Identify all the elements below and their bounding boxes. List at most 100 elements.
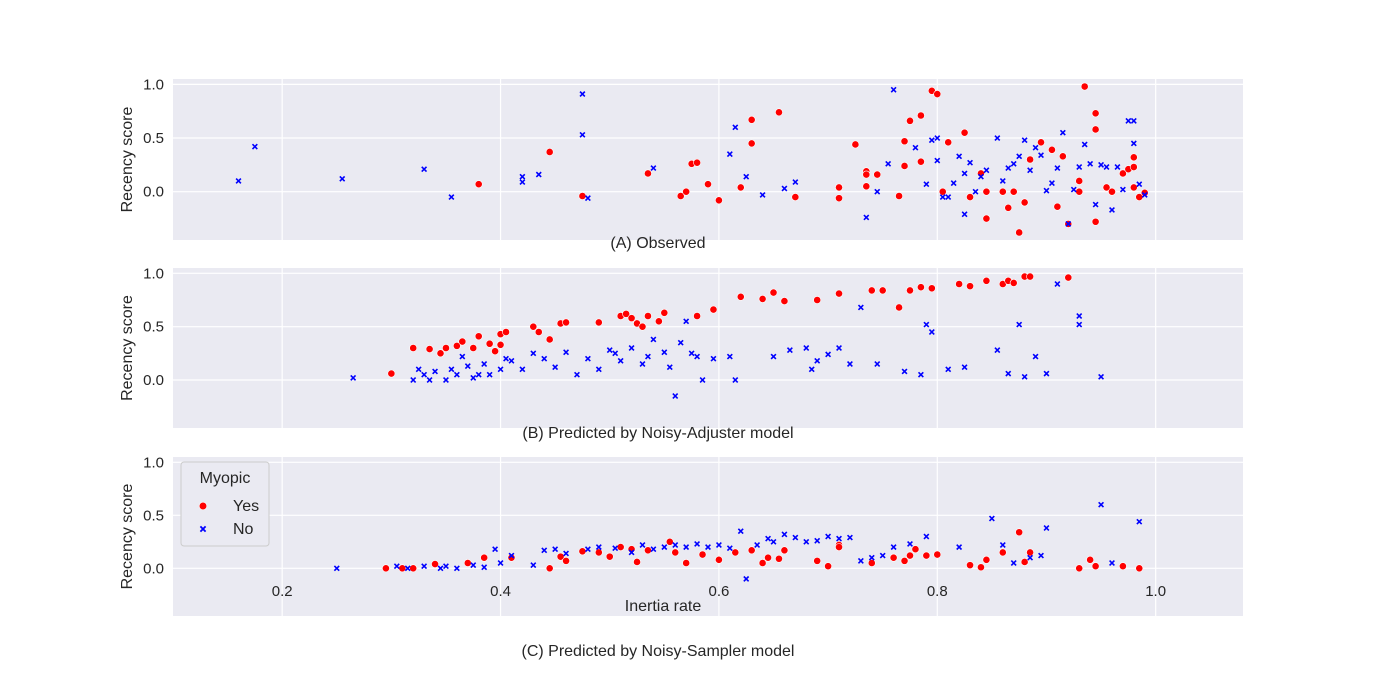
plot-area <box>173 268 1243 428</box>
data-point-no <box>606 347 613 354</box>
data-point-no <box>945 194 952 201</box>
data-point-yes <box>966 282 974 291</box>
data-point-no <box>956 544 963 551</box>
data-point-yes <box>545 148 554 156</box>
data-point-no <box>879 552 886 559</box>
data-point-no <box>235 178 242 184</box>
data-point-no <box>726 151 733 158</box>
data-point-yes <box>715 555 723 564</box>
data-point-no <box>732 377 739 383</box>
data-point-yes <box>704 180 712 189</box>
data-point-yes <box>982 214 991 223</box>
data-point-no <box>726 353 733 360</box>
data-point-no <box>437 565 444 572</box>
data-point-yes <box>911 545 920 554</box>
data-point-no <box>1098 373 1105 380</box>
data-point-no <box>825 533 832 540</box>
data-point-no <box>650 546 657 553</box>
data-point-yes <box>982 555 991 564</box>
data-point-yes <box>534 328 543 336</box>
data-point-no <box>1081 141 1088 148</box>
data-point-yes <box>878 286 887 295</box>
data-point-no <box>705 544 711 551</box>
data-point-yes <box>791 193 800 201</box>
panel-caption: (A) Observed <box>610 235 705 252</box>
data-point-no <box>999 542 1006 548</box>
data-point-yes <box>775 108 783 117</box>
data-point-yes <box>709 305 718 314</box>
data-point-no <box>688 350 695 357</box>
data-point-yes <box>851 140 860 149</box>
data-point-yes <box>1140 188 1149 197</box>
data-point-yes <box>780 546 789 555</box>
data-point-no <box>421 563 428 570</box>
data-point-yes <box>458 337 467 346</box>
data-point-yes <box>616 543 625 551</box>
data-point-no <box>1027 554 1034 561</box>
data-point-yes <box>736 292 745 301</box>
data-point-no <box>874 188 881 195</box>
data-point-no <box>694 540 701 547</box>
data-point-yes <box>469 344 478 352</box>
data-point-yes <box>927 284 936 293</box>
data-point-no <box>972 188 979 195</box>
data-point-yes <box>1091 125 1100 134</box>
data-point-yes <box>556 552 565 561</box>
data-point-yes <box>835 543 843 551</box>
data-point-yes <box>1129 183 1138 192</box>
panel-0: 0.0 0.5 1.0 Recency score (A) Observed <box>119 76 1243 252</box>
legend-marker-no <box>199 525 207 533</box>
legend-box <box>180 461 270 547</box>
data-point-no <box>923 321 930 328</box>
data-point-yes <box>1129 153 1138 162</box>
data-point-no <box>1114 164 1121 170</box>
data-point-no <box>934 135 941 141</box>
data-point-yes <box>1102 183 1111 192</box>
data-point-no <box>251 143 258 150</box>
data-point-yes <box>436 349 445 358</box>
x-tick-label: 0.6 <box>708 583 729 600</box>
data-point-yes <box>747 139 756 148</box>
data-point-yes <box>1129 163 1138 171</box>
y-axis-label: Recency score <box>119 483 136 589</box>
data-point-no <box>890 86 897 93</box>
data-point-yes <box>895 192 903 200</box>
data-point-no <box>421 166 428 173</box>
data-point-no <box>710 355 717 362</box>
data-point-no <box>950 180 957 187</box>
data-point-no <box>464 363 471 370</box>
data-point-yes <box>889 553 898 562</box>
data-point-no <box>1098 161 1105 168</box>
data-point-no <box>519 179 526 186</box>
data-point-no <box>1130 140 1137 147</box>
y-tick-label: 0.0 <box>143 560 164 577</box>
data-point-no <box>754 542 761 548</box>
data-point-yes <box>382 564 390 573</box>
data-point-yes <box>1015 528 1024 537</box>
data-point-yes <box>578 192 587 200</box>
data-point-no <box>628 549 635 556</box>
data-point-no <box>956 153 963 160</box>
data-point-no <box>694 353 701 360</box>
data-point-no <box>1043 525 1050 531</box>
data-point-no <box>508 552 515 559</box>
data-point-no <box>683 318 690 325</box>
data-point-no <box>426 377 433 383</box>
data-point-no <box>1005 165 1012 172</box>
data-point-no <box>530 562 537 569</box>
data-point-yes <box>835 194 843 203</box>
data-point-no <box>639 542 646 548</box>
data-point-no <box>661 349 668 356</box>
data-point-no <box>890 544 897 551</box>
data-point-no <box>994 347 1001 354</box>
data-point-yes <box>1026 272 1034 281</box>
data-point-yes <box>562 556 570 565</box>
data-point-yes <box>835 289 843 298</box>
legend: Myopic Yes No <box>180 461 270 547</box>
data-point-yes <box>644 546 652 555</box>
data-point-no <box>661 544 668 551</box>
data-point-no <box>459 353 466 360</box>
data-point-yes <box>769 288 778 297</box>
data-point-no <box>1038 152 1044 159</box>
